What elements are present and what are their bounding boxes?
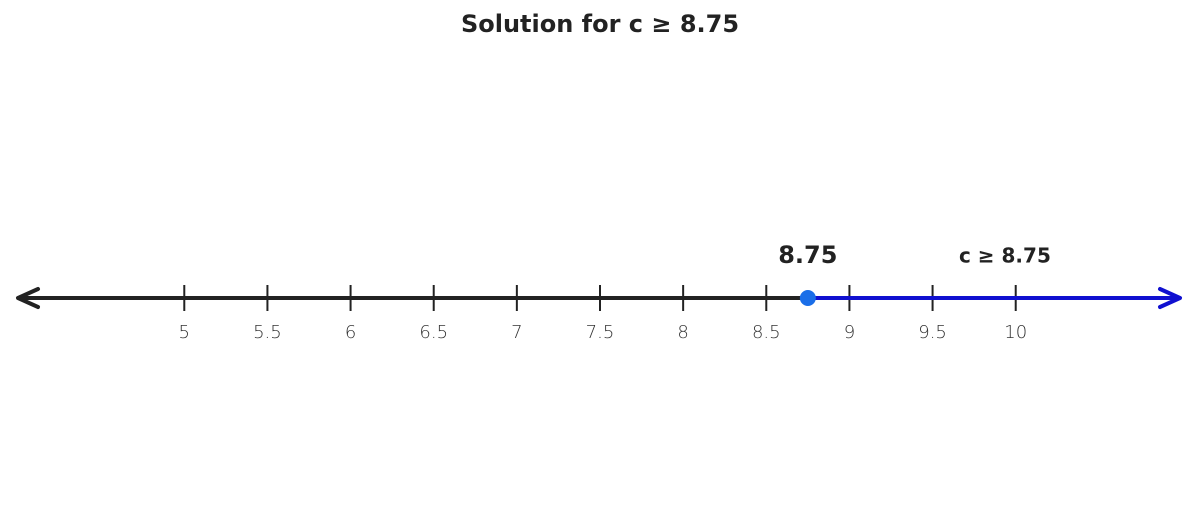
- x-tick-label: 7.5: [586, 322, 615, 343]
- ray-arrow: [1158, 287, 1182, 309]
- x-tick-label: 5: [179, 322, 190, 343]
- left-arrow: [16, 287, 40, 309]
- x-tick-label: 7: [511, 322, 522, 343]
- x-tick-label: 9: [844, 322, 855, 343]
- point-label: 8.75: [778, 241, 837, 269]
- x-tick-label: 8: [677, 322, 688, 343]
- chart-title: Solution for c ≥ 8.75: [461, 10, 739, 38]
- x-tick-label: 6.5: [419, 322, 448, 343]
- x-tick-label: 5.5: [253, 322, 282, 343]
- x-tick-label: 6: [345, 322, 356, 343]
- x-tick-label: 10: [1004, 322, 1027, 343]
- x-tick-label: 9.5: [918, 322, 947, 343]
- ray-label: c ≥ 8.75: [959, 244, 1051, 268]
- x-tick-label: 8.5: [752, 322, 781, 343]
- boundary-point: [799, 290, 816, 306]
